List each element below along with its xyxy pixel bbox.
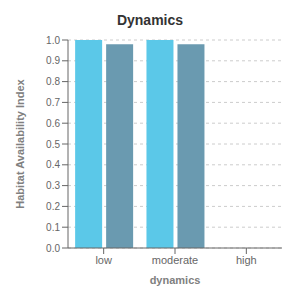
svg-text:0.1: 0.1 <box>46 222 60 233</box>
svg-text:0.0: 0.0 <box>46 243 60 254</box>
svg-text:0.6: 0.6 <box>46 118 60 129</box>
svg-text:0.7: 0.7 <box>46 97 60 108</box>
svg-text:dynamics: dynamics <box>150 274 201 286</box>
svg-text:moderate: moderate <box>152 254 198 266</box>
svg-text:0.8: 0.8 <box>46 76 60 87</box>
html-text:Dynamics: Dynamics <box>116 12 184 28</box>
svg-text:0.5: 0.5 <box>46 139 60 150</box>
svg-text:low: low <box>95 254 112 266</box>
svg-text:Habitat Availability Index: Habitat Availability Index <box>14 78 26 208</box>
svg-text:1.0: 1.0 <box>46 35 60 46</box>
svg-text:0.3: 0.3 <box>46 180 60 191</box>
svg-text:high: high <box>236 254 257 266</box>
svg-text:0.2: 0.2 <box>46 201 60 212</box>
svg-text:0.4: 0.4 <box>46 159 60 170</box>
svg-text:0.9: 0.9 <box>46 55 60 66</box>
